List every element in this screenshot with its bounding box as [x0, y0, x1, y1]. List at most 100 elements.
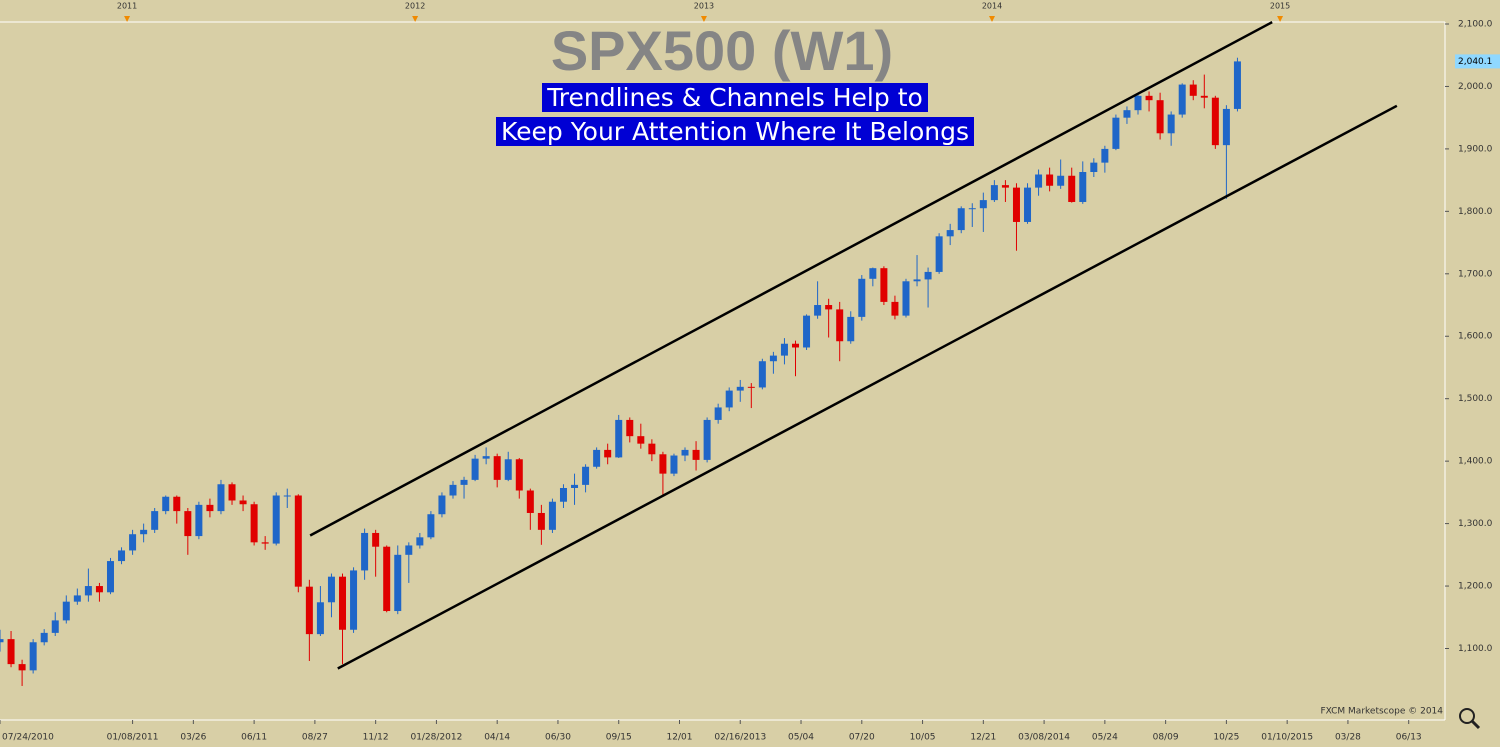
y-tick-label: 1,300.0	[1458, 519, 1493, 529]
candle-body	[1167, 114, 1175, 134]
candle-body	[294, 495, 302, 587]
candle-body	[703, 419, 711, 460]
candle-body	[604, 449, 612, 458]
candle-body	[1189, 84, 1197, 96]
x-tick-label: 12/01	[667, 733, 693, 743]
y-tick-label: 1,900.0	[1458, 144, 1493, 154]
trendline	[309, 21, 1273, 537]
candle-body	[95, 586, 103, 593]
candle-body	[725, 390, 733, 408]
candle-body	[1057, 175, 1065, 186]
candle-body	[659, 454, 667, 474]
candle-body	[559, 487, 567, 502]
year-label: 2015	[1270, 2, 1290, 11]
year-label: 2012	[405, 2, 425, 11]
x-tick-label: 12/21	[970, 733, 996, 743]
candle-body	[1211, 97, 1219, 146]
y-tick-label: 1,800.0	[1458, 207, 1493, 217]
subtitle-line: Trendlines & Channels Help to	[542, 83, 928, 112]
candle-body	[1134, 95, 1142, 111]
x-tick-label: 05/24	[1092, 733, 1118, 743]
candle-body	[195, 504, 203, 537]
candle-body	[935, 236, 943, 272]
candle-body	[791, 343, 799, 348]
y-tick-label: 2,100.0	[1458, 19, 1493, 29]
trendline	[337, 104, 1398, 670]
candle-body	[593, 449, 601, 467]
x-tick-label: 06/11	[241, 733, 267, 743]
y-tick-label: 1,100.0	[1458, 644, 1493, 654]
candle-body	[438, 495, 446, 515]
candle-body	[769, 355, 777, 362]
current-price-label: 2,040.1	[1458, 57, 1492, 67]
candle-body	[968, 208, 976, 210]
candle-body	[0, 639, 4, 643]
candle-body	[1101, 148, 1109, 163]
candle-body	[582, 466, 590, 485]
candle-body	[118, 550, 126, 562]
x-tick-label: 08/09	[1153, 733, 1179, 743]
candle-body	[836, 309, 844, 342]
candle-body	[482, 456, 490, 459]
x-tick-label: 06/30	[545, 733, 571, 743]
candle-body	[106, 561, 114, 593]
zoom-icon[interactable]	[1459, 708, 1481, 730]
x-tick-label: 11/12	[363, 733, 389, 743]
candle-body	[427, 514, 435, 538]
candle-body	[449, 484, 457, 496]
x-tick-label: 06/13	[1396, 733, 1422, 743]
candle-body	[1233, 61, 1241, 109]
candle-body	[460, 479, 468, 485]
candle-body	[261, 542, 269, 544]
candle-body	[990, 185, 998, 201]
candle-body	[913, 279, 921, 282]
candle-body	[902, 281, 910, 316]
x-tick-label: 03/28	[1335, 733, 1361, 743]
candle-body	[283, 495, 291, 497]
candle-body	[272, 495, 280, 544]
candle-body	[1112, 117, 1120, 149]
candle-body	[18, 664, 26, 671]
candle-body	[228, 484, 236, 501]
candle-body	[1145, 95, 1153, 101]
candle-body	[1090, 162, 1098, 173]
candle-body	[493, 456, 501, 480]
y-tick-label: 1,700.0	[1458, 269, 1493, 279]
candle-body	[316, 602, 324, 635]
candle-body	[471, 458, 479, 480]
candle-body	[515, 459, 523, 491]
candle-body	[339, 576, 347, 630]
candle-body	[571, 484, 579, 488]
candle-body	[780, 343, 788, 356]
candle-body	[1012, 187, 1020, 222]
y-tick-label: 2,000.0	[1458, 82, 1493, 92]
candle-body	[1222, 108, 1230, 146]
subtitle-box: Trendlines & Channels Help to Keep Your …	[0, 82, 1470, 150]
candle-body	[803, 315, 811, 348]
candle-body	[526, 490, 534, 513]
year-marker	[124, 16, 131, 22]
candle-body	[1035, 174, 1043, 188]
x-tick-label: 01/28/2012	[410, 733, 462, 743]
x-tick-label: 05/04	[788, 733, 814, 743]
year-marker	[412, 16, 419, 22]
candle-body	[327, 576, 335, 603]
x-tick-label: 07/24/2010	[2, 733, 54, 743]
candle-body	[537, 512, 545, 530]
candle-body	[946, 230, 954, 237]
candle-body	[1079, 172, 1087, 202]
current-price-box	[1455, 54, 1500, 69]
candle-body	[758, 361, 766, 388]
year-marker	[700, 16, 707, 22]
candle-body	[637, 436, 645, 444]
candle-body	[1046, 174, 1054, 186]
candle-body	[957, 208, 965, 231]
candle-body	[350, 570, 358, 630]
x-tick-label: 02/16/2013	[714, 733, 766, 743]
candle-body	[40, 632, 48, 643]
candle-body	[62, 601, 70, 621]
y-tick-label: 1,500.0	[1458, 394, 1493, 404]
candle-body	[1200, 95, 1208, 98]
candle-body	[681, 449, 689, 456]
